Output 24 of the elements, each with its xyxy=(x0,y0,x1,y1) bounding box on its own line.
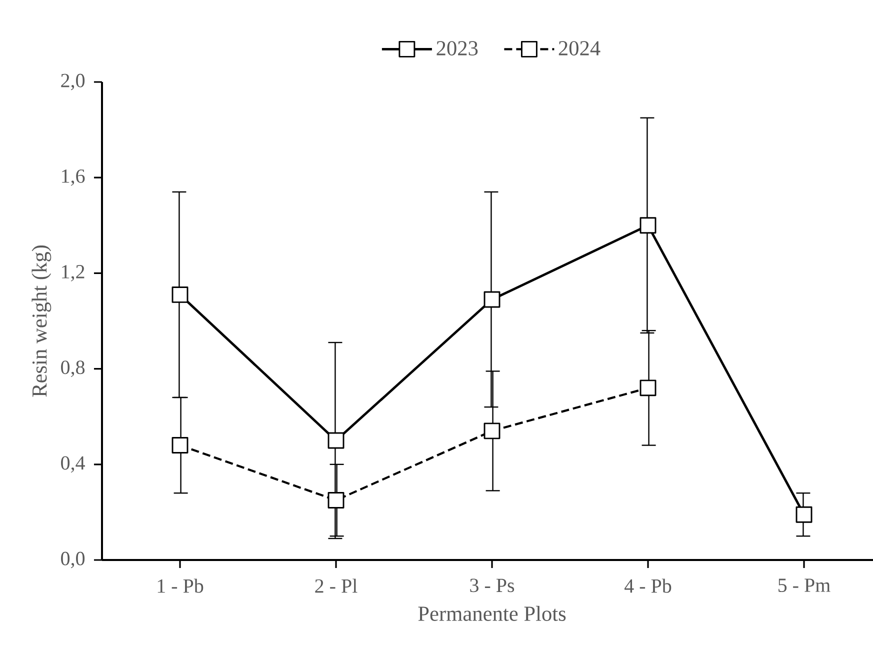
y-tick-label: 0,8 xyxy=(61,360,85,377)
point xyxy=(328,432,344,449)
point xyxy=(484,291,500,308)
point xyxy=(172,286,188,303)
point xyxy=(172,437,188,454)
x-tick-label: 1 - Pb xyxy=(158,578,204,593)
x-tick-label: 4 - Pb xyxy=(624,578,672,593)
point xyxy=(796,506,812,523)
x-tick-label: 5 - Pm xyxy=(778,578,830,592)
y-tick-label: 1,2 xyxy=(62,265,84,282)
x-axis-title: Permanente Plots xyxy=(418,606,566,621)
legend-label: 2023 xyxy=(436,41,478,56)
x-tick-label: 3 - Ps xyxy=(470,578,514,592)
legend-label: 2024 xyxy=(558,41,600,56)
point xyxy=(640,217,656,234)
point xyxy=(640,380,656,396)
x-tick-label: 2 - Pl xyxy=(315,578,358,593)
y-axis-title: Resin weight (kg) xyxy=(32,245,52,397)
y-tick-label: 0,4 xyxy=(61,456,85,473)
y-tick-label: 2,0 xyxy=(61,74,85,90)
point xyxy=(328,492,344,508)
y-tick-label: 1,6 xyxy=(62,169,85,186)
y-tick-label: 0,0 xyxy=(61,552,85,568)
point xyxy=(484,422,500,440)
